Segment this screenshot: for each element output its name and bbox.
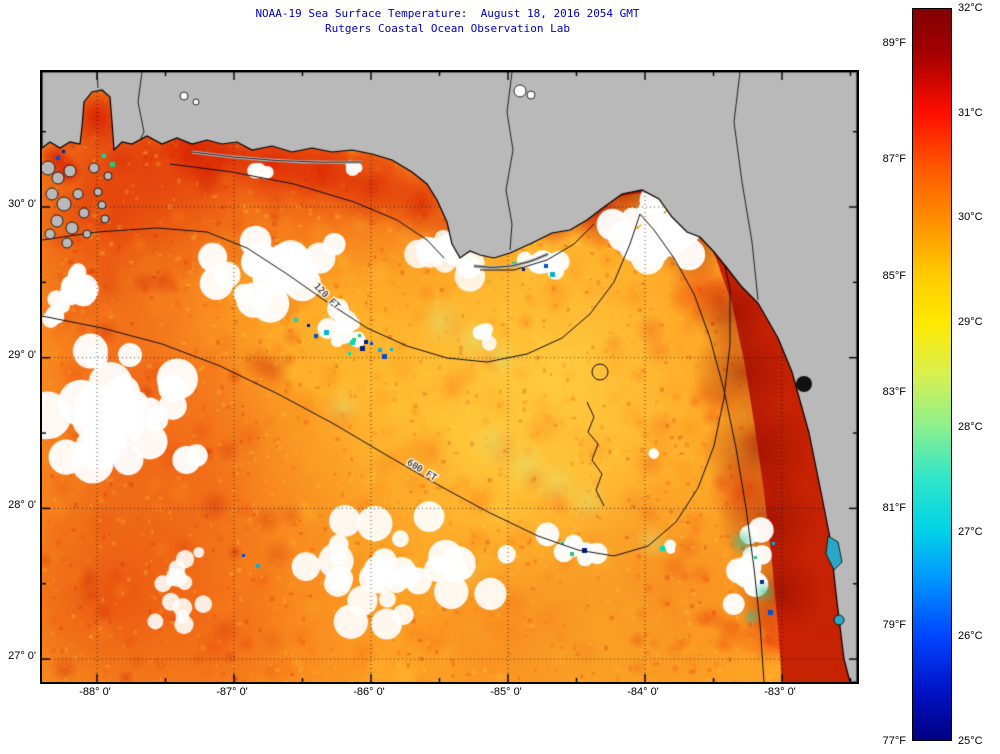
- colorbar-celsius-label: 26°C: [958, 630, 983, 643]
- colorbar-celsius-label: 25°C: [958, 735, 983, 747]
- x-axis-tick-label: -84° 0': [627, 686, 659, 698]
- colorbar-fahrenheit-label: 77°F: [882, 735, 906, 747]
- y-axis-tick-label: 30° 0': [8, 198, 36, 210]
- x-axis-tick-label: -88° 0': [79, 686, 111, 698]
- colorbar-celsius-label: 31°C: [958, 106, 983, 119]
- y-axis-tick-label: 29° 0': [8, 348, 36, 361]
- colorbar-celsius-label: 32°C: [958, 2, 983, 14]
- colorbar-fahrenheit-label: 83°F: [882, 385, 906, 398]
- colorbar-celsius-label: 30°C: [958, 211, 983, 224]
- colorbar-fahrenheit-label: 87°F: [882, 153, 906, 166]
- colorbar-fahrenheit-label: 85°F: [882, 269, 906, 282]
- colorbar-celsius-label: 29°C: [958, 316, 983, 329]
- x-axis-tick-label: -86° 0': [353, 686, 385, 698]
- colorbar-celsius-label: 27°C: [958, 525, 983, 538]
- colorbar: [912, 8, 952, 741]
- x-axis-tick-label: -87° 0': [216, 686, 248, 698]
- sst-map-frame: [40, 70, 859, 684]
- x-axis-tick-label: -85° 0': [490, 686, 522, 698]
- x-axis-tick-label: -83° 0': [764, 686, 796, 698]
- y-axis-tick-label: 27° 0': [8, 650, 36, 663]
- map-subtitle: Rutgers Coastal Ocean Observation Lab: [324, 22, 571, 35]
- sst-map-canvas: [42, 72, 857, 682]
- colorbar-fahrenheit-label: 79°F: [882, 618, 906, 631]
- colorbar-celsius-label: 28°C: [958, 420, 983, 433]
- colorbar-fahrenheit-label: 81°F: [882, 502, 906, 515]
- map-title: NOAA-19 Sea Surface Temperature: August …: [255, 7, 640, 20]
- y-axis-tick-label: 28° 0': [8, 499, 36, 512]
- colorbar-fahrenheit-label: 89°F: [882, 36, 906, 49]
